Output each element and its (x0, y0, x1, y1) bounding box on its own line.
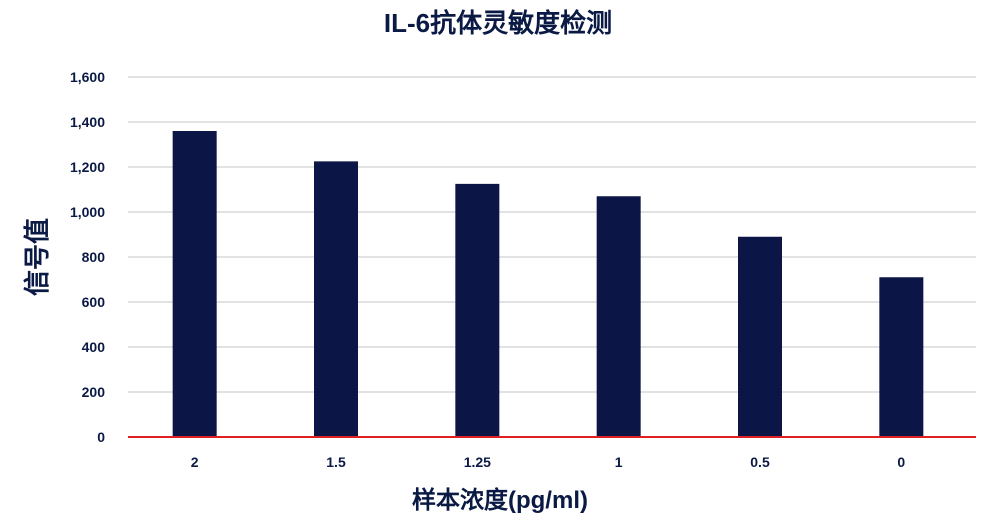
bars (172, 131, 924, 437)
chart-title: IL-6抗体灵敏度检测 (384, 8, 612, 38)
x-tick-label: 1.5 (326, 454, 346, 470)
x-tick-label: 0.5 (750, 454, 770, 470)
y-tick-label: 800 (82, 249, 106, 265)
y-tick-label: 1,200 (70, 159, 105, 175)
bar (314, 161, 358, 437)
y-tick-label: 200 (82, 384, 106, 400)
y-tick-label: 1,600 (70, 69, 105, 85)
bar (738, 236, 782, 437)
y-axis-ticks: 0 200 400 600 800 1,000 1,200 1,400 1,600 (70, 69, 105, 445)
bar (455, 183, 500, 437)
bar (596, 196, 641, 437)
y-tick-label: 600 (82, 294, 106, 310)
y-tick-label: 1,000 (70, 204, 105, 220)
x-tick-label: 1 (615, 454, 623, 470)
x-tick-label: 2 (191, 454, 199, 470)
bar (172, 131, 217, 437)
x-axis-label: 样本浓度(pg/ml) (412, 486, 588, 514)
y-axis-label: 信号值 (22, 218, 52, 296)
y-tick-label: 1,400 (70, 114, 105, 130)
x-tick-label: 1.25 (464, 454, 491, 470)
bar (879, 277, 924, 437)
y-tick-label: 0 (97, 429, 105, 445)
gridlines (128, 76, 976, 393)
x-axis-ticks: 2 1.5 1.25 1 0.5 0 (191, 454, 906, 470)
y-tick-label: 400 (82, 339, 106, 355)
x-tick-label: 0 (897, 454, 905, 470)
